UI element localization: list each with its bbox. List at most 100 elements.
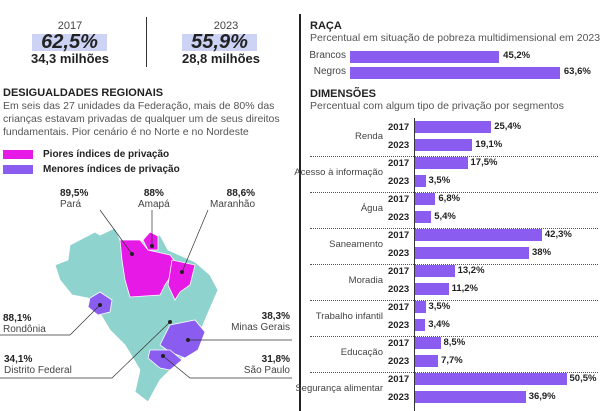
group-separator (310, 228, 598, 229)
legend-label: Piores índices de privação (43, 149, 170, 160)
dimension-value-label: 5,4% (434, 211, 456, 222)
race-bar (350, 51, 500, 63)
dimension-value-label: 17,5% (470, 157, 498, 168)
divider (299, 14, 301, 411)
series-year-label: 2017 (388, 122, 410, 133)
series-year-label: 2017 (388, 158, 410, 169)
dimension-bar (415, 301, 426, 313)
state-name: Rondônia (3, 324, 46, 335)
para-state (119, 239, 179, 298)
percent-value: 55,9% (182, 32, 257, 52)
year-label: 2023 (213, 20, 239, 32)
dimension-bar (415, 283, 449, 295)
dimensions-title: DIMENSÕES (310, 88, 377, 100)
legend-swatch (3, 150, 33, 159)
dimension-bar (415, 247, 529, 259)
dimension-value-label: 11,2% (451, 283, 479, 294)
count-value: 34,3 milhões (30, 51, 110, 66)
group-separator (310, 156, 598, 157)
dimension-bar (415, 355, 439, 367)
state-label-rondonia: 88,1% Rondônia (3, 313, 46, 335)
state-name: Minas Gerais (231, 322, 290, 333)
race-subtitle: Percentual em situação de pobreza multid… (310, 32, 600, 44)
dimension-value-label: 3,5% (428, 175, 451, 186)
dimension-bar (415, 319, 426, 331)
legend-label: Menores índices de privação (43, 164, 180, 175)
regional-title: DESIGUALDADES REGIONAIS (3, 87, 164, 99)
dimension-value-label: 3,5% (428, 301, 451, 312)
dimension-bar (415, 211, 432, 223)
race-value-label: 63,6% (563, 66, 591, 77)
dimension-category-label: Moradia (348, 275, 383, 286)
race-bar (350, 67, 560, 79)
state-name: Maranhão (210, 199, 256, 210)
race-category-label: Brancos (309, 50, 346, 61)
dimension-bar (415, 265, 455, 277)
state-value: 38,3% (261, 311, 290, 322)
dimension-bar (415, 121, 492, 133)
state-value: 88,6% (226, 188, 256, 199)
group-separator (310, 264, 598, 265)
brazil-map (0, 209, 292, 403)
dimension-bar (415, 175, 426, 187)
series-year-label: 2023 (388, 284, 410, 295)
dimensions-subtitle: Percentual com algum tipo de privação po… (310, 100, 564, 112)
state-label-para: 89,5% Pará (60, 188, 88, 210)
dimension-bar (415, 229, 542, 241)
dimension-bar (415, 337, 441, 349)
dimension-value-label: 13,2% (457, 265, 485, 276)
series-year-label: 2017 (388, 266, 410, 277)
year-label: 2017 (57, 20, 83, 32)
state-value: 88,1% (3, 313, 32, 324)
group-separator (310, 300, 598, 301)
summary-2017: 2017 62,5% 34,3 milhões (10, 20, 130, 66)
dimension-value-label: 6,8% (438, 193, 461, 204)
dimension-category-label: Educação (340, 347, 383, 358)
series-year-label: 2023 (388, 248, 410, 259)
minas-gerais-state (159, 319, 206, 359)
state-name: Pará (60, 199, 82, 210)
dimension-bar (415, 139, 473, 151)
amapa-state (142, 231, 159, 251)
state-label-distrito-federal: 34,1% Distrito Federal (4, 354, 72, 376)
series-year-label: 2017 (388, 230, 410, 241)
leader-lines (0, 209, 292, 379)
regional-text: Em seis das 27 unidades da Federação, ma… (3, 100, 280, 138)
series-year-label: 2017 (388, 338, 410, 349)
map-legend: Piores índices de privação Menores índic… (3, 149, 180, 175)
state-value: 34,1% (4, 354, 33, 365)
state-label-amapa: 88% Amapá (138, 188, 170, 210)
percent-value: 62,5% (32, 32, 107, 52)
count-value: 28,8 milhões (181, 51, 261, 66)
state-markers (98, 244, 190, 358)
summary-divider (146, 17, 147, 67)
dimension-category-label: Água (360, 203, 383, 214)
dimension-value-label: 7,7% (441, 355, 463, 366)
state-value: 88% (143, 188, 164, 199)
dimension-value-label: 8,5% (443, 337, 466, 348)
state-name: Distrito Federal (4, 365, 72, 376)
race-title: RAÇA (310, 20, 342, 32)
race-value-label: 45,2% (503, 50, 531, 61)
legend-item-worst: Piores índices de privação (3, 149, 180, 160)
dimension-bar (415, 193, 436, 205)
series-year-label: 2017 (388, 194, 410, 205)
race-category-label: Negros (313, 66, 346, 77)
series-year-label: 2017 (388, 302, 410, 313)
series-year-label: 2023 (388, 356, 410, 367)
legend-swatch (3, 165, 33, 174)
summary-2023: 2023 55,9% 28,8 milhões (166, 20, 286, 66)
state-label-maranhao: 88,6% Maranhão (210, 188, 255, 210)
state-label-minas-gerais: 38,3% Minas Gerais (218, 311, 290, 333)
state-name: Amapá (138, 199, 170, 210)
series-year-label: 2023 (388, 320, 410, 331)
series-year-label: 2017 (388, 374, 410, 385)
series-year-label: 2023 (388, 140, 410, 151)
dimension-value-label: 42,3% (544, 229, 572, 240)
dimension-category-label: Renda (355, 131, 383, 142)
group-separator (310, 336, 598, 337)
legend-item-best: Menores índices de privação (3, 164, 180, 175)
dimension-value-label: 19,1% (475, 139, 503, 150)
series-year-label: 2023 (388, 212, 410, 223)
dimension-bar (415, 391, 526, 403)
